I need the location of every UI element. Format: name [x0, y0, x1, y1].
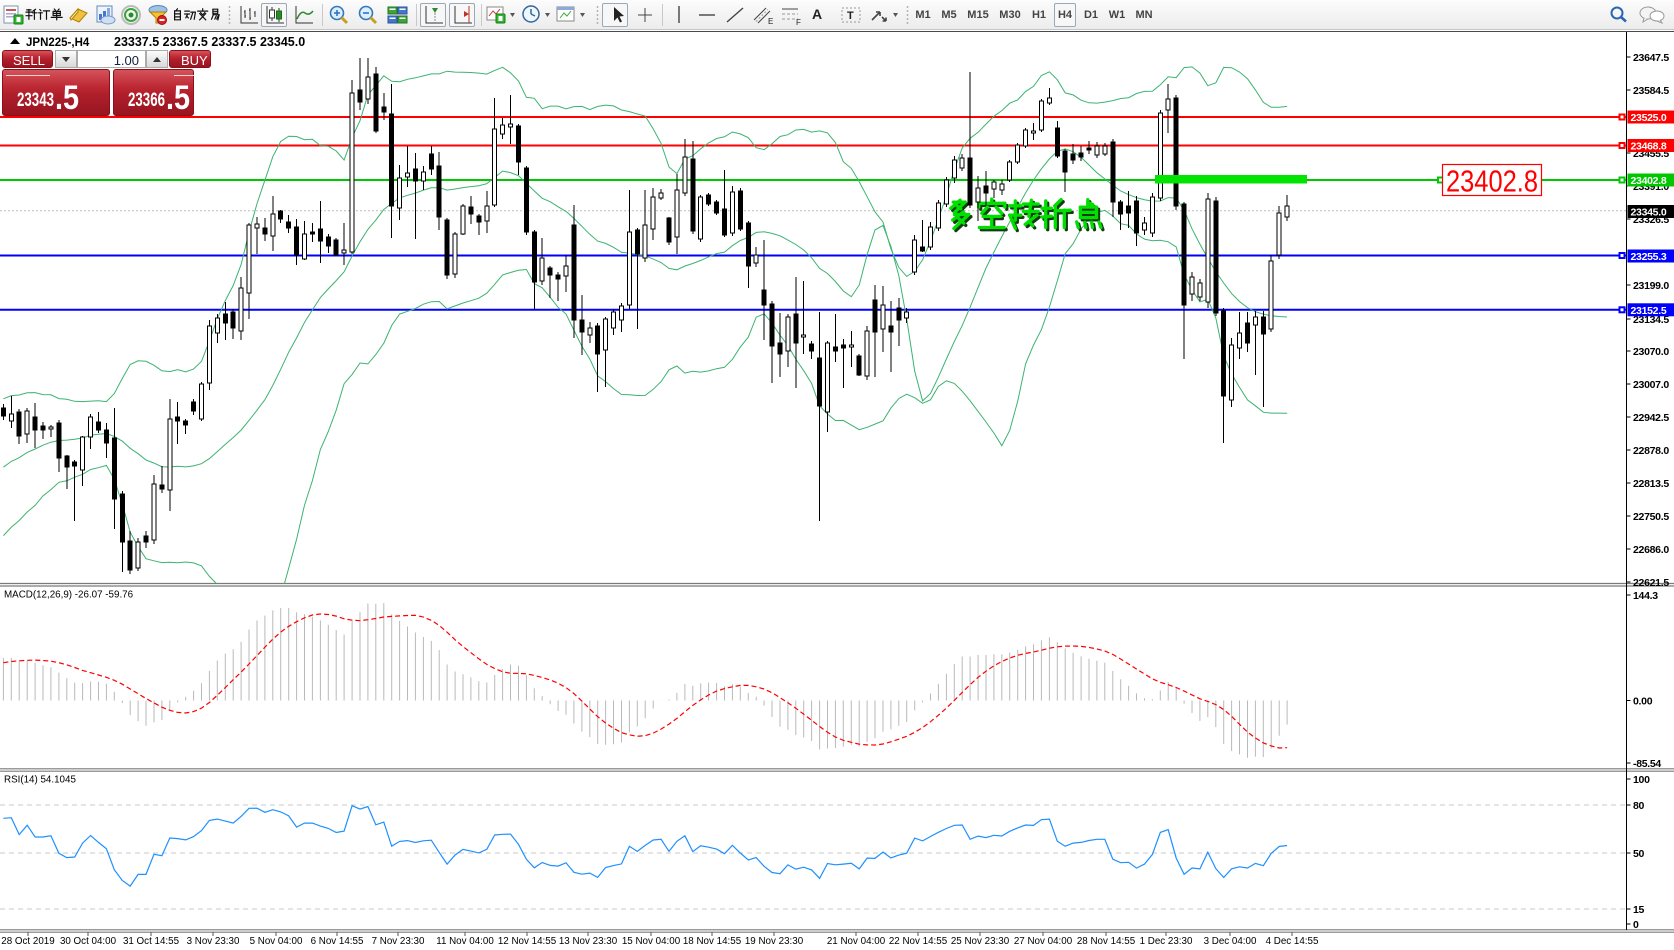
- svg-text:23152.5: 23152.5: [1631, 305, 1667, 317]
- svg-text:23584.5: 23584.5: [1633, 85, 1669, 97]
- svg-text:30 Oct 04:00: 30 Oct 04:00: [60, 936, 117, 947]
- svg-text:5 Nov 04:00: 5 Nov 04:00: [250, 936, 303, 947]
- svg-text:22 Nov 14:55: 22 Nov 14:55: [889, 936, 948, 947]
- svg-text:6 Nov 14:55: 6 Nov 14:55: [311, 936, 364, 947]
- svg-text:144.3: 144.3: [1633, 590, 1658, 602]
- svg-text:E: E: [768, 17, 773, 26]
- svg-text:27 Nov 04:00: 27 Nov 04:00: [1014, 936, 1073, 947]
- svg-text:12 Nov 14:55: 12 Nov 14:55: [498, 936, 557, 947]
- svg-text:JPN225-,H4: JPN225-,H4: [26, 37, 90, 49]
- svg-text:23468.8: 23468.8: [1631, 141, 1667, 153]
- svg-text:11 Nov 04:00: 11 Nov 04:00: [436, 936, 494, 947]
- svg-text:-85.54: -85.54: [1633, 758, 1661, 770]
- svg-text:23255.3: 23255.3: [1631, 251, 1667, 263]
- svg-text:28 Nov 14:55: 28 Nov 14:55: [1077, 936, 1136, 947]
- svg-text:15 Nov 04:00: 15 Nov 04:00: [622, 936, 681, 947]
- svg-text:.5: .5: [166, 79, 190, 117]
- svg-text:19 Nov 23:30: 19 Nov 23:30: [745, 936, 804, 947]
- svg-text:22750.5: 22750.5: [1633, 511, 1669, 523]
- svg-text:22942.5: 22942.5: [1633, 412, 1669, 424]
- svg-text:22878.0: 22878.0: [1633, 445, 1669, 457]
- svg-text:13 Nov 23:30: 13 Nov 23:30: [559, 936, 618, 947]
- svg-text:23345.0: 23345.0: [1631, 207, 1667, 219]
- svg-text:23337.5 23367.5 23337.5 233: 23337.5 23367.5 23337.5 23345.0: [114, 35, 305, 49]
- svg-text:23070.0: 23070.0: [1633, 346, 1669, 358]
- svg-text:100: 100: [1633, 774, 1650, 786]
- svg-text:3 Dec 04:00: 3 Dec 04:00: [1204, 936, 1257, 947]
- svg-text:23199.0: 23199.0: [1633, 280, 1669, 292]
- svg-text:23366: 23366: [128, 89, 165, 111]
- svg-text:1 Dec 23:30: 1 Dec 23:30: [1140, 936, 1193, 947]
- svg-text:31 Oct 14:55: 31 Oct 14:55: [123, 936, 180, 947]
- svg-text:25 Nov 23:30: 25 Nov 23:30: [951, 936, 1010, 947]
- svg-text:F: F: [796, 18, 801, 26]
- svg-text:3 Nov 23:30: 3 Nov 23:30: [187, 936, 240, 947]
- svg-text:23343: 23343: [17, 89, 54, 111]
- svg-text:21 Nov 04:00: 21 Nov 04:00: [827, 936, 886, 947]
- svg-text:4 Dec 14:55: 4 Dec 14:55: [1266, 936, 1319, 947]
- svg-text:22621.5: 22621.5: [1633, 577, 1669, 589]
- svg-text:RSI(14) 54.1045: RSI(14) 54.1045: [4, 775, 76, 786]
- svg-text:23134.5: 23134.5: [1633, 314, 1669, 326]
- svg-text:MACD(12,26,9) -26.07 -59.76: MACD(12,26,9) -26.07 -59.76: [4, 590, 134, 601]
- svg-text:80: 80: [1633, 800, 1645, 812]
- svg-text:7 Nov 23:30: 7 Nov 23:30: [372, 936, 425, 947]
- svg-text:50: 50: [1633, 848, 1645, 860]
- svg-text:.5: .5: [55, 79, 79, 117]
- svg-text:23402.8: 23402.8: [1446, 164, 1538, 199]
- svg-text:23647.5: 23647.5: [1633, 52, 1669, 64]
- svg-text:28 Oct 2019: 28 Oct 2019: [1, 936, 54, 947]
- svg-text:0.00: 0.00: [1633, 695, 1653, 707]
- svg-text:22686.0: 22686.0: [1633, 544, 1669, 556]
- svg-text:T: T: [847, 10, 854, 22]
- svg-text:23402.8: 23402.8: [1631, 175, 1667, 187]
- svg-text:23525.0: 23525.0: [1631, 112, 1667, 124]
- svg-text:23007.0: 23007.0: [1633, 379, 1669, 391]
- svg-text:22813.5: 22813.5: [1633, 478, 1669, 490]
- svg-text:18 Nov 14:55: 18 Nov 14:55: [683, 936, 742, 947]
- svg-text:0: 0: [1633, 919, 1639, 931]
- svg-text:15: 15: [1633, 904, 1645, 916]
